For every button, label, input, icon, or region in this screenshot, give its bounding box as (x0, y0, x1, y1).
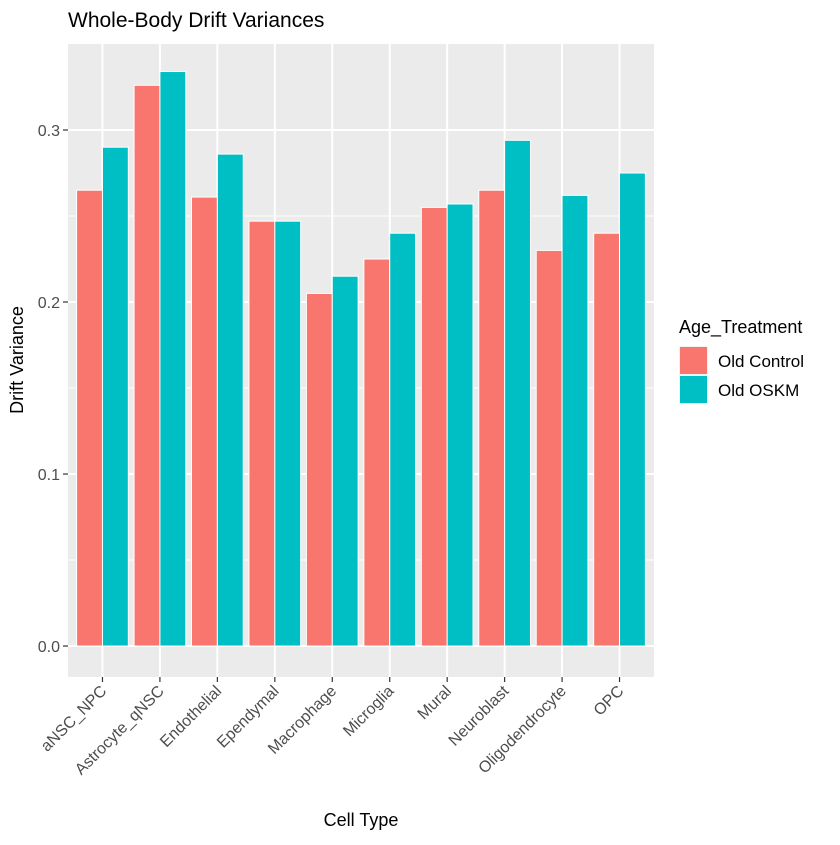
bars (76, 71, 646, 647)
bar-old-control-ansc-npc (76, 189, 103, 647)
bar-old-oskm-macrophage (331, 275, 359, 647)
bar-old-control-astrocyte-qnsc (133, 84, 161, 647)
bar-old-control-opc (593, 232, 621, 647)
bar-old-oskm-neuroblast (504, 139, 531, 647)
y-tick-label: 0.2 (38, 295, 60, 312)
bar-old-control-macrophage (305, 292, 333, 647)
bar-old-control-microglia (363, 258, 391, 647)
legend-label: Old OSKM (718, 381, 799, 400)
bar-old-oskm-endothelial (216, 153, 244, 647)
x-axis: aNSC_NPCAstrocyte_qNSCEndothelialEpendym… (38, 677, 627, 778)
legend-label: Old Control (718, 352, 804, 371)
bar-old-control-oligodendrocyte (535, 249, 563, 647)
x-tick-label: OPC (591, 683, 628, 720)
bar-old-oskm-ependymal (274, 220, 302, 647)
legend-swatch (680, 376, 707, 403)
bar-old-control-mural (420, 206, 448, 647)
legend-swatch (680, 347, 707, 374)
bar-old-control-ependymal (248, 220, 276, 647)
bar-old-oskm-opc (619, 172, 646, 647)
y-tick-label: 0.0 (38, 639, 60, 656)
bar-old-control-endothelial (191, 196, 218, 647)
y-tick-label: 0.3 (38, 123, 60, 140)
bar-old-oskm-microglia (389, 232, 417, 647)
bar-old-oskm-astrocyte-qnsc (159, 71, 187, 647)
y-tick-label: 0.1 (38, 467, 60, 484)
bar-old-oskm-oligodendrocyte (561, 194, 589, 647)
bar-old-control-neuroblast (478, 189, 506, 647)
bar-old-oskm-mural (446, 203, 474, 647)
bar-old-oskm-ansc-npc (101, 146, 129, 647)
x-tick-label: Microglia (340, 683, 397, 740)
x-tick-label: Mural (415, 683, 455, 723)
y-axis: 0.0 0.1 0.2 0.3 (38, 123, 68, 656)
chart-title: Whole-Body Drift Variances (68, 9, 324, 32)
x-axis-title: Cell Type (324, 810, 399, 830)
legend-title: Age_Treatment (679, 317, 802, 338)
legend-items: Old Control Old OSKM (679, 346, 804, 404)
y-axis-title: Drift Variance (7, 306, 27, 414)
legend: Age_Treatment Old Control Old OSKM (679, 317, 804, 404)
